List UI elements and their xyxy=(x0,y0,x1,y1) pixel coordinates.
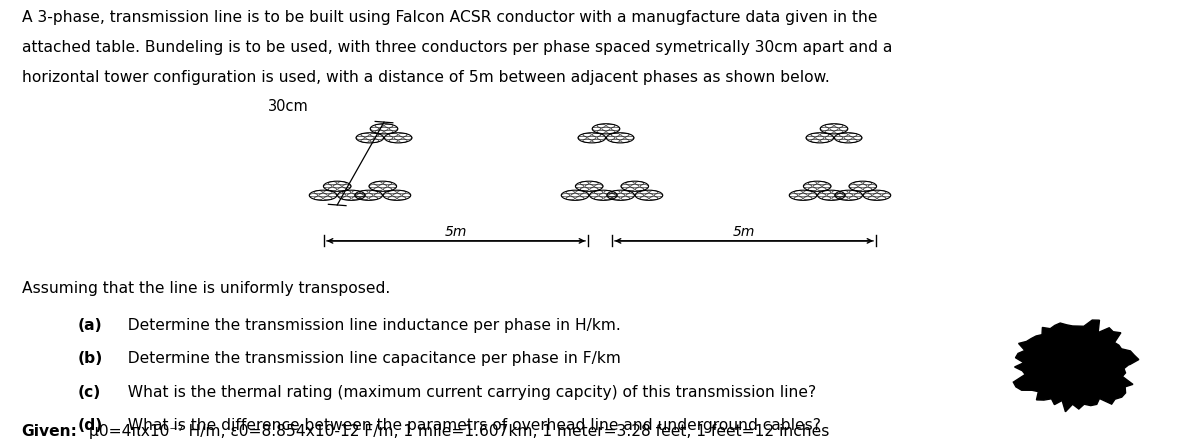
Text: (b): (b) xyxy=(78,351,103,366)
Text: attached table. Bundeling is to be used, with three conductors per phase spaced : attached table. Bundeling is to be used,… xyxy=(22,40,892,55)
Text: Assuming that the line is uniformly transposed.: Assuming that the line is uniformly tran… xyxy=(22,281,390,296)
Text: 5m: 5m xyxy=(445,225,467,239)
Text: Given:: Given: xyxy=(22,424,78,439)
Text: 5m: 5m xyxy=(733,225,755,239)
Text: (c): (c) xyxy=(78,385,101,400)
Text: A 3-phase, transmission line is to be built using Falcon ACSR conductor with a m: A 3-phase, transmission line is to be bu… xyxy=(22,10,877,25)
Text: horizontal tower configuration is used, with a distance of 5m between adjacent p: horizontal tower configuration is used, … xyxy=(22,70,829,85)
Text: What is the difference between the parametrs of overhead line and underground ca: What is the difference between the param… xyxy=(118,418,821,433)
Text: Determine the transmission line inductance per phase in H/km.: Determine the transmission line inductan… xyxy=(118,318,620,333)
Text: 30cm: 30cm xyxy=(268,99,308,114)
Text: (d): (d) xyxy=(78,418,103,433)
Polygon shape xyxy=(1013,320,1139,412)
Text: What is the thermal rating (maximum current carrying capcity) of this transmissi: What is the thermal rating (maximum curr… xyxy=(118,385,816,400)
Text: (a): (a) xyxy=(78,318,103,333)
Text: Determine the transmission line capacitance per phase in F/km: Determine the transmission line capacita… xyxy=(118,351,620,366)
Text: μ0=4πx10⁻⁷ H/m, ε0=8.854x10-12 F/m, 1 mile=1.607km, 1 meter=3.28 feet, 1 feet=12: μ0=4πx10⁻⁷ H/m, ε0=8.854x10-12 F/m, 1 mi… xyxy=(84,424,829,439)
